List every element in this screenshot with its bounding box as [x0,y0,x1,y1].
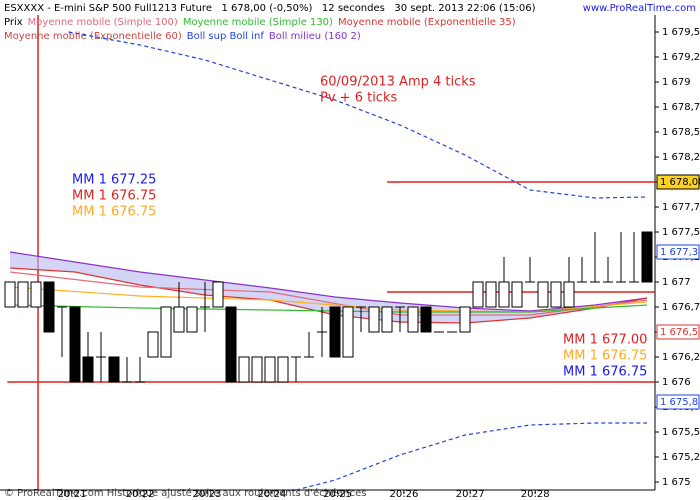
candle-body [160,306,172,358]
x-tick-label: 20:27 [456,489,485,500]
price-marker [656,174,700,190]
candle-body [420,306,432,333]
x-tick-label: 20:24 [258,489,287,500]
candle-body [641,231,653,283]
y-tick-label: 1 679,5 [662,27,700,38]
y-tick-label: 1 679,25 [662,52,700,63]
price-marker [656,324,700,340]
candle-body [459,306,471,333]
candle-body [368,306,380,333]
y-tick-label: 1 677,75 [662,202,700,213]
candle-body [147,331,159,358]
mm-label: MM 1 676.75 [72,189,156,204]
candle-body [277,356,289,383]
y-tick-label: 1 675,25 [662,452,700,463]
y-tick-label: 1 677,5 [662,227,700,238]
legend-entry: Moyenne mobile (Simple 130) [183,17,333,28]
y-tick-label: 1 678,25 [662,152,700,163]
price-marker-label: 1 675,8 [660,397,698,408]
annotation: Pv + 6 ticks [320,91,397,106]
legend-entry: Boll milieu (160 2) [269,31,361,42]
candle-body [17,281,29,308]
price-marker-label: 1 677,3 [660,247,698,258]
y-tick-label: 1 675 [662,477,691,488]
candle-body [251,356,263,383]
indicator-line [68,31,648,199]
candle-body [485,281,497,308]
indicator-line [9,271,648,316]
y-tick-label: 1 678,5 [662,127,700,138]
x-tick-label: 20:23 [193,489,222,500]
annotation: 60/09/2013 Amp 4 ticks [320,75,476,90]
x-tick-label: 20:26 [389,489,418,500]
y-tick-label: 1 676 [662,377,691,388]
indicator-line [295,422,647,491]
candle-body [238,356,250,383]
legend-entry: Moyenne mobile (Exponentielle 35) [338,17,516,28]
indicator-line [9,251,648,312]
mm-label: MM 1 676.75 [563,365,647,380]
candle-body [30,281,42,308]
y-tick-label: 1 679 [662,77,691,88]
site[interactable]: www.ProRealTime.com [583,3,696,14]
candle-body [212,281,224,308]
candle-body [186,306,198,333]
x-tick-label: 20:21 [58,489,87,500]
x-tick-label: 20:28 [521,489,550,500]
candle-body [225,306,237,383]
candle-body [43,281,55,333]
candle-body [498,281,510,308]
mm-label: MM 1 677.00 [563,333,647,348]
y-tick-label: 1 676,25 [662,352,700,363]
candle-body [264,356,276,383]
chart-title: ESXXXX - E-mini S&P 500 Full1213 Future … [4,3,536,14]
x-tick-label: 20:22 [126,489,155,500]
y-tick-label: 1 677 [662,277,691,288]
candle-body [472,281,484,308]
price-marker-label: 1 678,00 [660,177,700,188]
legend-entry: Prix [4,17,23,28]
mm-label: MM 1 676.75 [563,349,647,364]
candle-body [407,306,419,333]
candle-body [342,306,354,358]
y-tick-label: 1 676,75 [662,302,700,313]
ma-band [10,252,647,323]
candle-body [69,306,81,383]
y-tick-label: 1 675,5 [662,427,700,438]
candle-body [173,306,185,333]
legend-entry: Moyenne mobile (Simple 100) [28,17,178,28]
mm-label: MM 1 676.75 [72,205,156,220]
candle-body [329,306,341,358]
legend-entry: Boll sup Boll inf [187,31,265,42]
price-marker [656,394,700,410]
candle-body [381,306,393,333]
y-tick-label: 1 678,75 [662,102,700,113]
candle-body [511,281,523,308]
candle-body [563,281,575,308]
price-marker [656,244,700,260]
candle-body [108,356,120,383]
candle-body [4,281,16,308]
mm-label: MM 1 677.25 [72,173,156,188]
candle-body [550,281,562,308]
x-tick-label: 20:25 [323,489,352,500]
price-marker-label: 1 676,5 [660,327,698,338]
candle-body [82,356,94,383]
candle-body [537,281,549,308]
